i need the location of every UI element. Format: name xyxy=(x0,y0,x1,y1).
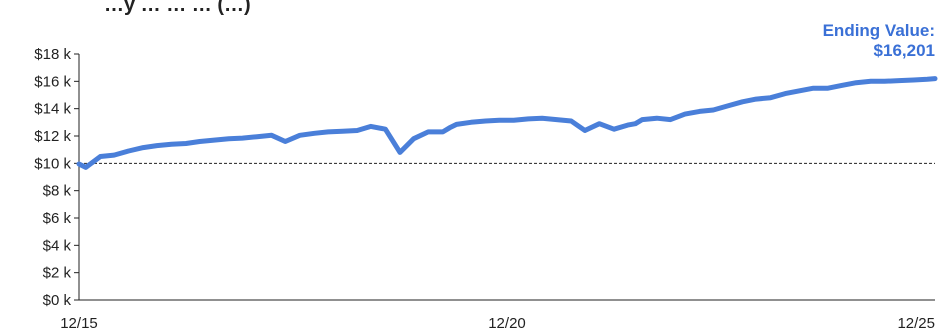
y-tick-label: $10 k xyxy=(34,155,71,172)
ending-value-amount: $16,201 xyxy=(874,41,935,60)
x-axis-ticks: 12/15 12/20 12/25 xyxy=(60,315,935,332)
y-tick-label: $2 k xyxy=(43,265,72,282)
ending-value-title: Ending Value: xyxy=(823,21,935,40)
x-tick-label: 12/20 xyxy=(488,315,526,332)
chart-title: …y … … … (…) xyxy=(104,0,251,16)
series-line xyxy=(76,76,938,170)
y-tick-label: $4 k xyxy=(43,237,72,254)
x-tick-label: 12/15 xyxy=(60,315,98,332)
y-tick-label: $8 k xyxy=(43,183,72,200)
y-axis-ticks: $0 k $2 k $4 k $6 k $8 k $10 k $12 k $14 k $16 k… xyxy=(34,46,79,309)
y-tick-label: $0 k xyxy=(43,292,72,309)
y-tick-label: $14 k xyxy=(34,101,71,118)
y-tick-label: $18 k xyxy=(34,46,71,63)
y-tick-label: $12 k xyxy=(34,128,71,145)
y-tick-label: $6 k xyxy=(43,210,72,227)
x-tick-label: 12/25 xyxy=(897,315,935,332)
y-tick-label: $16 k xyxy=(34,73,71,90)
